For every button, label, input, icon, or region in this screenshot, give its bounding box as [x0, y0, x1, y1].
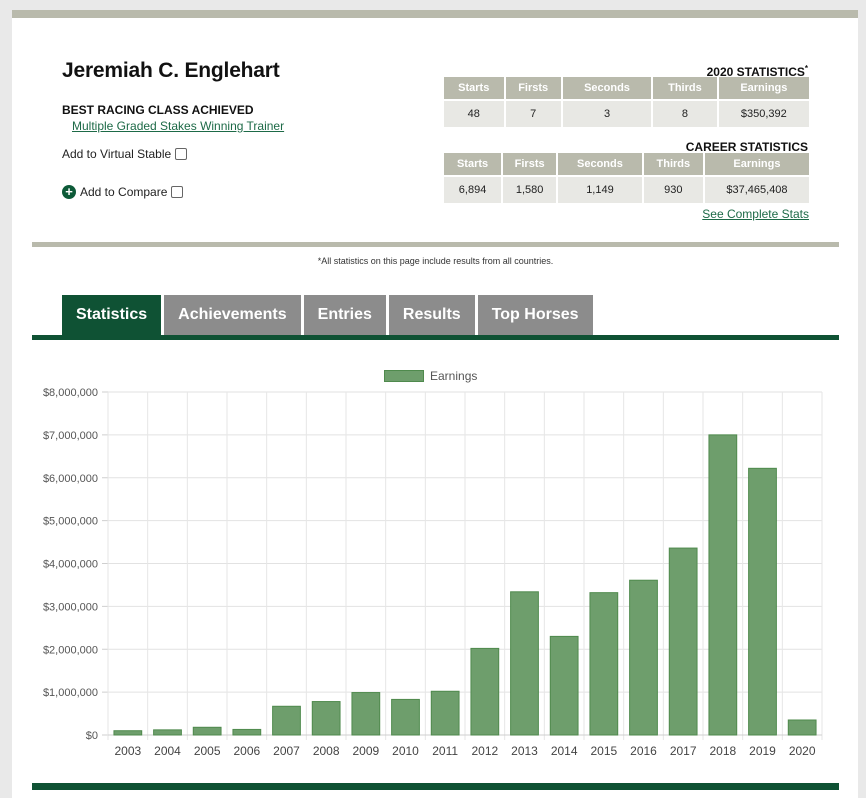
stats-2020-title-mark: * — [804, 64, 808, 73]
stats-2020-header: Seconds — [562, 77, 652, 99]
bar — [470, 647, 500, 736]
bar — [787, 719, 817, 736]
y-tick-label: $7,000,000 — [43, 430, 98, 442]
y-tick-label: $1,000,000 — [43, 687, 98, 699]
bar — [272, 705, 301, 736]
x-tick-label: 2018 — [709, 744, 736, 758]
x-tick-label: 2006 — [233, 744, 260, 758]
bar — [748, 467, 777, 736]
x-tick-label: 2017 — [670, 744, 697, 758]
x-tick-label: 2015 — [590, 744, 617, 758]
stats-2020-table: Starts Firsts Seconds Thirds Earnings 48… — [442, 77, 811, 127]
bar — [232, 728, 262, 736]
statistics-note: *All statistics on this page include res… — [317, 256, 554, 266]
stats-2020-header: Starts — [444, 77, 504, 99]
virtual-stable-checkbox[interactable] — [175, 148, 188, 160]
x-tick-label: 2007 — [273, 744, 300, 758]
bar — [113, 730, 143, 736]
y-tick-label: $5,000,000 — [43, 516, 98, 528]
chart-legend: Earnings — [384, 369, 477, 383]
tab-entries[interactable]: Entries — [303, 295, 386, 335]
career-stats-value: $37,465,408 — [704, 175, 809, 203]
see-complete-stats-link[interactable]: See Complete Stats — [702, 207, 809, 221]
bar — [351, 692, 381, 736]
compare-control: + Add to Compare — [62, 185, 184, 199]
career-stats-value: 930 — [643, 175, 703, 203]
x-tick-label: 2020 — [789, 744, 816, 758]
compare-label: Add to Compare — [80, 185, 168, 199]
career-stats-header: Seconds — [558, 153, 642, 175]
stats-2020-value: $350,392 — [718, 99, 809, 127]
y-tick-label: $6,000,000 — [43, 473, 98, 485]
career-stats-header: Firsts — [503, 153, 557, 175]
x-tick-label: 2011 — [432, 744, 458, 758]
y-tick-label: $2,000,000 — [43, 644, 98, 656]
y-tick-label: $0 — [86, 730, 98, 742]
y-tick-label: $8,000,000 — [43, 387, 98, 399]
x-tick-label: 2008 — [313, 744, 340, 758]
x-tick-label: 2009 — [352, 744, 379, 758]
stats-2020-title-text: 2020 STATISTICS — [706, 65, 805, 79]
bar — [629, 579, 658, 736]
virtual-stable-control: Add to Virtual Stable — [62, 147, 188, 161]
top-strip — [12, 10, 858, 18]
virtual-stable-label: Add to Virtual Stable — [62, 147, 172, 161]
career-stats-value: 1,580 — [503, 175, 557, 203]
bar — [311, 701, 341, 736]
plus-circle-icon[interactable]: + — [62, 185, 76, 199]
x-tick-label: 2012 — [471, 744, 498, 758]
section-divider — [32, 242, 839, 247]
bar — [668, 547, 698, 736]
stats-2020-value: 3 — [562, 99, 652, 127]
bar — [510, 591, 539, 736]
compare-checkbox[interactable] — [171, 186, 184, 198]
stats-2020-value: 48 — [444, 99, 504, 127]
stats-2020-header: Earnings — [718, 77, 809, 99]
stats-2020-value: 7 — [505, 99, 561, 127]
footer-bar — [32, 783, 839, 790]
career-stats-value: 1,149 — [558, 175, 642, 203]
x-tick-label: 2016 — [630, 744, 657, 758]
tab-statistics[interactable]: Statistics — [62, 295, 162, 335]
best-class-label: BEST RACING CLASS ACHIEVED — [62, 103, 254, 117]
bar — [153, 729, 182, 736]
x-tick-label: 2019 — [749, 744, 776, 758]
trainer-name: Jeremiah C. Englehart — [62, 59, 280, 82]
career-stats-header: Thirds — [643, 153, 703, 175]
career-stats-title: CAREER STATISTICS — [685, 140, 808, 154]
x-tick-label: 2014 — [551, 744, 578, 758]
career-stats-header: Earnings — [704, 153, 809, 175]
y-tick-label: $4,000,000 — [43, 559, 98, 571]
x-tick-label: 2013 — [511, 744, 538, 758]
legend-label: Earnings — [430, 369, 478, 383]
bar — [708, 434, 738, 736]
bar — [391, 698, 420, 736]
x-tick-label: 2005 — [194, 744, 221, 758]
bar — [549, 635, 579, 736]
bar — [192, 726, 222, 736]
tab-top-horses[interactable]: Top Horses — [477, 295, 593, 335]
best-class-link[interactable]: Multiple Graded Stakes Winning Trainer — [72, 119, 285, 133]
x-tick-label: 2003 — [114, 744, 141, 758]
tab-underline — [32, 335, 839, 340]
legend-swatch[interactable] — [384, 370, 424, 382]
career-stats-value: 6,894 — [444, 175, 502, 203]
x-tick-label: 2010 — [392, 744, 419, 758]
x-tick-label: 2004 — [154, 744, 181, 758]
tab-results[interactable]: Results — [388, 295, 475, 335]
career-stats-header: Starts — [444, 153, 502, 175]
stats-2020-header: Firsts — [505, 77, 561, 99]
y-tick-label: $3,000,000 — [43, 601, 98, 613]
career-stats-table: Starts Firsts Seconds Thirds Earnings 6,… — [442, 153, 811, 203]
stats-2020-header: Thirds — [653, 77, 717, 99]
stats-2020-value: 8 — [653, 99, 717, 127]
bar — [589, 592, 619, 736]
bar — [430, 690, 460, 736]
tab-achievements[interactable]: Achievements — [164, 295, 301, 335]
tab-bar: Statistics Achievements Entries Results … — [62, 295, 593, 335]
stats-2020-title: 2020 STATISTICS* — [707, 64, 808, 79]
